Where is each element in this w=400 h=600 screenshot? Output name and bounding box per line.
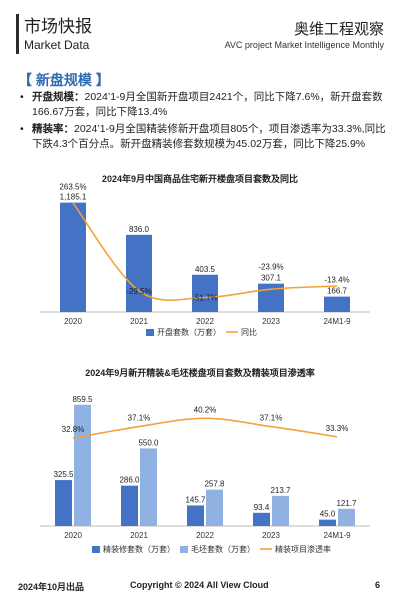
bar-rough-units: [140, 448, 157, 526]
bar-rough-units: [272, 495, 289, 526]
line-data-label: 33.3%: [326, 424, 349, 433]
bullet-list: • 开盘规模：2024’1-9月全国新开盘项目2421个，同比下降7.6%，新开…: [18, 90, 386, 154]
header-title-cn: 市场快报: [24, 17, 92, 36]
bullet-item: • 精装率：2024’1-9月全国精装修新开盘项目805个，项目渗透率为33.3…: [18, 122, 386, 152]
bar-data-label: 836.0: [129, 225, 150, 234]
section-title: 【 新盘规模 】: [18, 72, 110, 88]
legend-label: 精装修套数（万套）: [103, 544, 175, 554]
bar-open-units: [192, 274, 218, 312]
bar-rough-units: [74, 404, 91, 526]
line-data-label: -29.5%: [126, 287, 151, 296]
bar-fitout-units: [121, 485, 138, 526]
header-accent-bar: [16, 14, 19, 54]
line-data-label: 37.1%: [128, 414, 151, 423]
line-data-label: -13.4%: [324, 276, 349, 285]
chart-title: 2024年9月中国商品住宅新开楼盘项目套数及同比: [102, 173, 298, 184]
bar-data-label: 166.7: [327, 287, 348, 296]
bar-data-label: 286.0: [119, 476, 140, 485]
legend-swatch-bar: [180, 546, 188, 553]
bar-data-label: 859.5: [72, 395, 93, 404]
header-title-en: Market Data: [24, 38, 90, 52]
line-data-label: -23.9%: [258, 263, 283, 272]
bar-fitout-units: [319, 519, 336, 526]
bar-data-label: 257.8: [204, 480, 225, 489]
bullet-text: 2024’1-9月全国新开盘项目2421个，同比下降7.6%，新开盘套数166.…: [32, 91, 383, 118]
x-tick-label: 2023: [262, 317, 280, 326]
bar-fitout-units: [187, 505, 204, 526]
x-tick-label: 2023: [262, 531, 280, 540]
line-data-label: 263.5%: [59, 183, 86, 192]
chart-title: 2024年9月新开精装&毛坯楼盘项目套数及精装项目渗透率: [85, 367, 315, 378]
bar-rough-units: [338, 508, 355, 526]
bar-data-label: 1,185.1: [60, 193, 87, 202]
x-tick-label: 2022: [196, 531, 214, 540]
line-data-label: -51.7%: [192, 294, 217, 303]
brand-title-cn: 奥维工程观察: [293, 21, 384, 38]
footer-date: 2024年10月出品: [18, 582, 85, 592]
bullet-label: 开盘规模：: [32, 91, 85, 103]
bar-open-units: [126, 234, 152, 312]
line-penetration: [72, 417, 338, 439]
bullet-item: • 开盘规模：2024’1-9月全国新开盘项目2421个，同比下降7.6%，新开…: [18, 90, 386, 120]
legend-swatch-bar: [146, 329, 154, 336]
bullet-text: 2024’1-9月全国精装修新开盘项目805个，项目渗透率为33.3%,同比下跌…: [32, 123, 386, 150]
legend-label: 同比: [241, 327, 257, 337]
line-data-label: 40.2%: [194, 405, 217, 414]
chart-new-openings: 2024年9月中国商品住宅新开楼盘项目套数及同比 2020 2021 2022 2023…: [40, 173, 370, 337]
footer-copyright: Copyright © 2024 All View Cloud: [130, 580, 269, 590]
brand-title-en: AVC project Market Intelligence Monthly: [224, 40, 384, 50]
bar-data-label: 213.7: [270, 486, 291, 495]
bar-data-label: 93.4: [254, 503, 270, 512]
x-tick-label: 2021: [130, 317, 148, 326]
bullet-dot-icon: •: [20, 91, 24, 103]
bar-open-units: [324, 296, 350, 312]
bar-fitout-units: [253, 512, 270, 526]
bullet-dot-icon: •: [20, 123, 24, 135]
bar-data-label: 145.7: [185, 495, 206, 504]
bar-data-label: 403.5: [195, 265, 216, 274]
x-tick-label: 24M1-9: [323, 531, 351, 540]
bar-data-label: 550.0: [138, 438, 159, 447]
x-tick-label: 2020: [64, 531, 82, 540]
bar-fitout-units: [55, 480, 72, 526]
bar-data-label: 121.7: [336, 499, 357, 508]
footer-page-number: 6: [374, 580, 380, 590]
bar-data-label: 325.5: [53, 470, 74, 479]
line-data-label: 37.1%: [260, 414, 283, 423]
x-tick-label: 2022: [196, 317, 214, 326]
chart-fitout-penetration: 2024年9月新开精装&毛坯楼盘项目套数及精装项目渗透率 325.5 859.5 20…: [40, 367, 370, 554]
bar-rough-units: [206, 489, 223, 526]
bar-data-label: 307.1: [261, 274, 282, 283]
x-tick-label: 24M1-9: [323, 317, 351, 326]
legend-swatch-bar: [92, 546, 100, 553]
x-tick-label: 2021: [130, 531, 148, 540]
line-yoy: [72, 202, 338, 302]
bar-open-units: [60, 202, 86, 312]
bar-data-label: 45.0: [320, 510, 336, 519]
bullet-label: 精装率：: [32, 123, 74, 135]
legend-label: 开盘套数（万套）: [157, 327, 221, 337]
legend-label: 精装项目渗透率: [275, 544, 331, 554]
x-tick-label: 2020: [64, 317, 82, 326]
legend-label: 毛坯套数（万套）: [191, 544, 255, 554]
line-data-label: 32.8%: [62, 425, 85, 434]
